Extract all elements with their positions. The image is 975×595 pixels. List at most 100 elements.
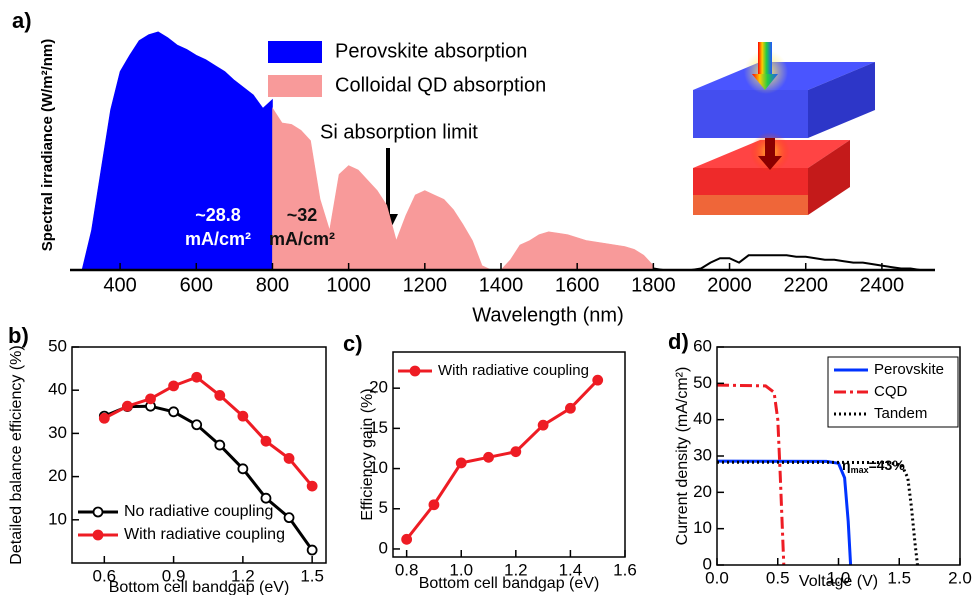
x-tick-label: 1.5 — [887, 568, 911, 587]
marker — [483, 451, 494, 463]
y-tick-label: 0 — [379, 538, 388, 557]
x-tick-label: 0.6 — [93, 566, 117, 585]
series-line — [103, 375, 314, 488]
marker — [537, 419, 549, 431]
marker — [283, 453, 295, 464]
marker — [306, 544, 318, 556]
y-tick-label: 20 — [693, 482, 712, 501]
marker — [191, 419, 203, 431]
annotation: ~28.8 — [195, 205, 241, 225]
y-tick-label: 50 — [48, 336, 67, 355]
series-line — [653, 254, 921, 271]
y-axis-label: Current density (mA/cm²) — [674, 367, 691, 546]
x-tick-label: 1.0 — [449, 560, 473, 579]
legend-label: Perovskite — [874, 361, 944, 378]
marker — [168, 406, 180, 418]
y-tick-label: 40 — [693, 409, 712, 428]
x-tick-label: 600 — [180, 274, 213, 296]
marker — [237, 410, 249, 422]
marker — [260, 492, 272, 504]
x-tick-label: 2.0 — [948, 568, 972, 587]
marker — [283, 512, 295, 524]
legend-marker — [92, 506, 104, 518]
x-tick-label: 1000 — [326, 274, 371, 296]
y-tick-label: 10 — [693, 518, 712, 537]
annotation: mA/cm² — [269, 229, 335, 249]
x-tick-label: 800 — [256, 274, 289, 296]
marker — [122, 400, 133, 412]
x-tick-label: 1.0 — [827, 568, 851, 587]
x-axis-label: Voltage (V) — [799, 573, 878, 590]
x-tick-label: 0.8 — [395, 560, 419, 579]
marker — [168, 380, 180, 392]
marker — [428, 499, 440, 511]
x-tick-label: 1.4 — [559, 560, 583, 579]
panel: 0.6 0.9 1.2 1.5 10 20 30 40 50 Bottom cell bandga… — [8, 323, 327, 595]
legend-marker — [92, 529, 104, 541]
legend-swatch — [268, 75, 322, 97]
axes-frame — [392, 351, 626, 558]
legend-marker — [409, 365, 421, 377]
legend-label: Perovskite absorption — [335, 40, 527, 62]
y-tick-label: 10 — [48, 509, 67, 528]
y-axis-label: Spectral irradiance (W/m²/nm) — [39, 39, 56, 252]
y-tick-label: 30 — [48, 423, 67, 442]
x-tick-label: 400 — [103, 274, 136, 296]
x-tick-label: 1.5 — [300, 566, 324, 585]
annotation: ~32 — [287, 205, 318, 225]
series-line — [103, 404, 314, 551]
y-tick-label: 5 — [379, 498, 388, 517]
x-tick-label: 1200 — [403, 274, 448, 296]
panel-label: d) — [668, 329, 689, 354]
y-tick-label: 20 — [48, 466, 67, 485]
x-tick-label: 2200 — [783, 274, 828, 296]
axes-frame — [71, 346, 327, 564]
annotation-part: max — [851, 465, 869, 475]
x-axis-label: Wavelength (nm) — [472, 304, 624, 326]
panel: 0.0 0.5 1.0 1.5 2.0 0 10 20 30 40 50 60 Voltage (V) C… — [668, 329, 972, 590]
y-tick-label: 40 — [48, 380, 67, 399]
legend-swatch — [268, 41, 322, 63]
x-tick-label: 1.2 — [504, 560, 528, 579]
marker — [306, 480, 318, 492]
y-axis-label: Detailed balance efficiency (%) — [8, 345, 25, 564]
y-tick-label: 50 — [693, 373, 712, 392]
y-tick-label: 60 — [693, 336, 712, 355]
x-tick-label: 1800 — [631, 274, 676, 296]
panel-label: b) — [8, 323, 29, 348]
x-tick-label: 0.0 — [705, 568, 729, 587]
marker — [592, 374, 604, 386]
panel-label: c) — [343, 331, 363, 356]
annotation: mA/cm² — [185, 229, 251, 249]
spectrum-area — [81, 31, 273, 271]
y-axis-label: Efficiency gain (%) — [359, 388, 376, 520]
spectrum-area — [272, 107, 654, 271]
x-tick-label: 1.6 — [613, 560, 637, 579]
marker — [260, 435, 272, 447]
x-axis-label: Bottom cell bandgap (eV) — [419, 575, 600, 592]
panel: 0.8 1.0 1.2 1.4 1.6 0 5 10 15 20 Bottom cell bandg… — [343, 331, 637, 592]
x-axis-label: Bottom cell bandgap (eV) — [109, 579, 290, 595]
legend-label: With radiative coupling — [438, 362, 589, 379]
legend-label: With radiative coupling — [124, 526, 285, 543]
x-tick-label: 0.5 — [766, 568, 790, 587]
legend-label: Tandem — [874, 405, 927, 422]
marker — [214, 439, 226, 451]
y-tick-label: 20 — [369, 378, 388, 397]
marker — [401, 533, 413, 545]
y-tick-label: 15 — [369, 418, 388, 437]
marker — [565, 402, 576, 414]
marker — [510, 446, 522, 458]
y-tick-label: 10 — [369, 458, 388, 477]
panel: 400 600 800 1000 1200 1400 1600 1800 2000 2200 240… — [12, 8, 935, 326]
legend-label: CQD — [874, 383, 908, 400]
series-line — [716, 460, 919, 566]
y-tick-label: 0 — [703, 554, 712, 573]
annotation-part: =43% — [869, 457, 906, 473]
annotation-part: η — [842, 457, 851, 473]
marker — [145, 393, 156, 405]
series-line — [716, 383, 786, 566]
marker — [237, 463, 249, 475]
